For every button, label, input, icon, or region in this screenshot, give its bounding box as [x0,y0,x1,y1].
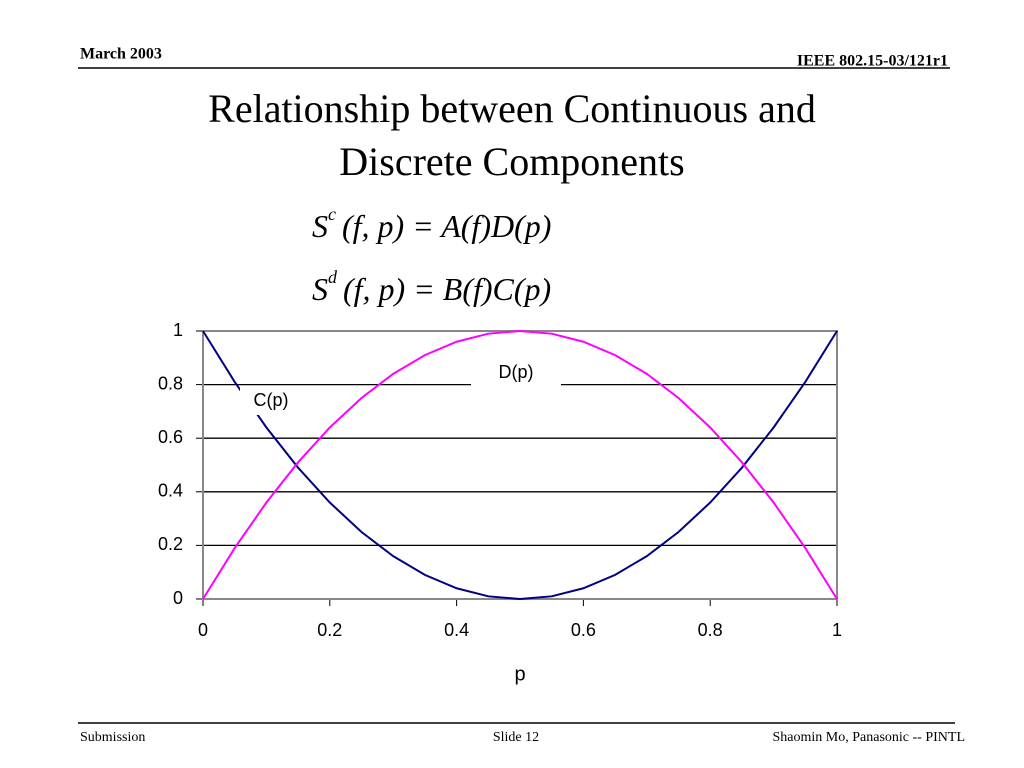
chart: 0 0.2 0.4 0.6 0.8 1 0 0.2 0.4 0.6 0.8 1 p C(p) D(p) [158,320,842,686]
equations: Sc (f, p) = A(f)D(p) Sd (f, p) = B(f)C(p) [312,204,551,307]
eq-sup: d [328,267,338,287]
x-axis-label: p [514,663,525,685]
series-label: C(p) [254,390,289,410]
label-backdrop [240,387,302,415]
y-tick-label: 0.6 [158,427,183,447]
series-label: D(p) [499,362,534,382]
series-line [202,329,838,600]
y-tick-label: 0 [173,588,183,608]
y-tick-label: 0.8 [158,373,183,393]
equation: Sd (f, p) = B(f)C(p) [312,267,551,307]
eq-sup: c [328,204,336,224]
eq-base: S [312,271,328,307]
footer-center: Slide 12 [493,730,539,745]
footer-right: Shaomin Mo, Panasonic -- PINTL [773,730,965,745]
eq-rest: (f, p) = B(f)C(p) [343,271,551,307]
header-date: March 2003 [80,46,162,63]
x-tick-label: 0.4 [444,620,469,640]
title-line: Discrete Components [339,139,685,184]
series-line [202,330,838,601]
header-doc-id: IEEE 802.15-03/121r1 [797,53,948,70]
y-tick-label: 1 [173,320,183,340]
equation: Sc (f, p) = A(f)D(p) [312,204,551,244]
x-tick-label: 0.2 [317,620,342,640]
y-tick-label: 0.4 [158,481,183,501]
footer-left: Submission [80,730,145,745]
eq-rest: (f, p) = A(f)D(p) [342,208,551,244]
y-tick-label: 0.2 [158,534,183,554]
x-tick-label: 0.6 [571,620,596,640]
eq-base: S [312,208,328,244]
x-tick-label: 0.8 [698,620,723,640]
x-tick-label: 0 [198,620,208,640]
title-line: Relationship between Continuous and [208,86,816,131]
x-tick-label: 1 [832,620,842,640]
label-backdrop [471,359,561,387]
